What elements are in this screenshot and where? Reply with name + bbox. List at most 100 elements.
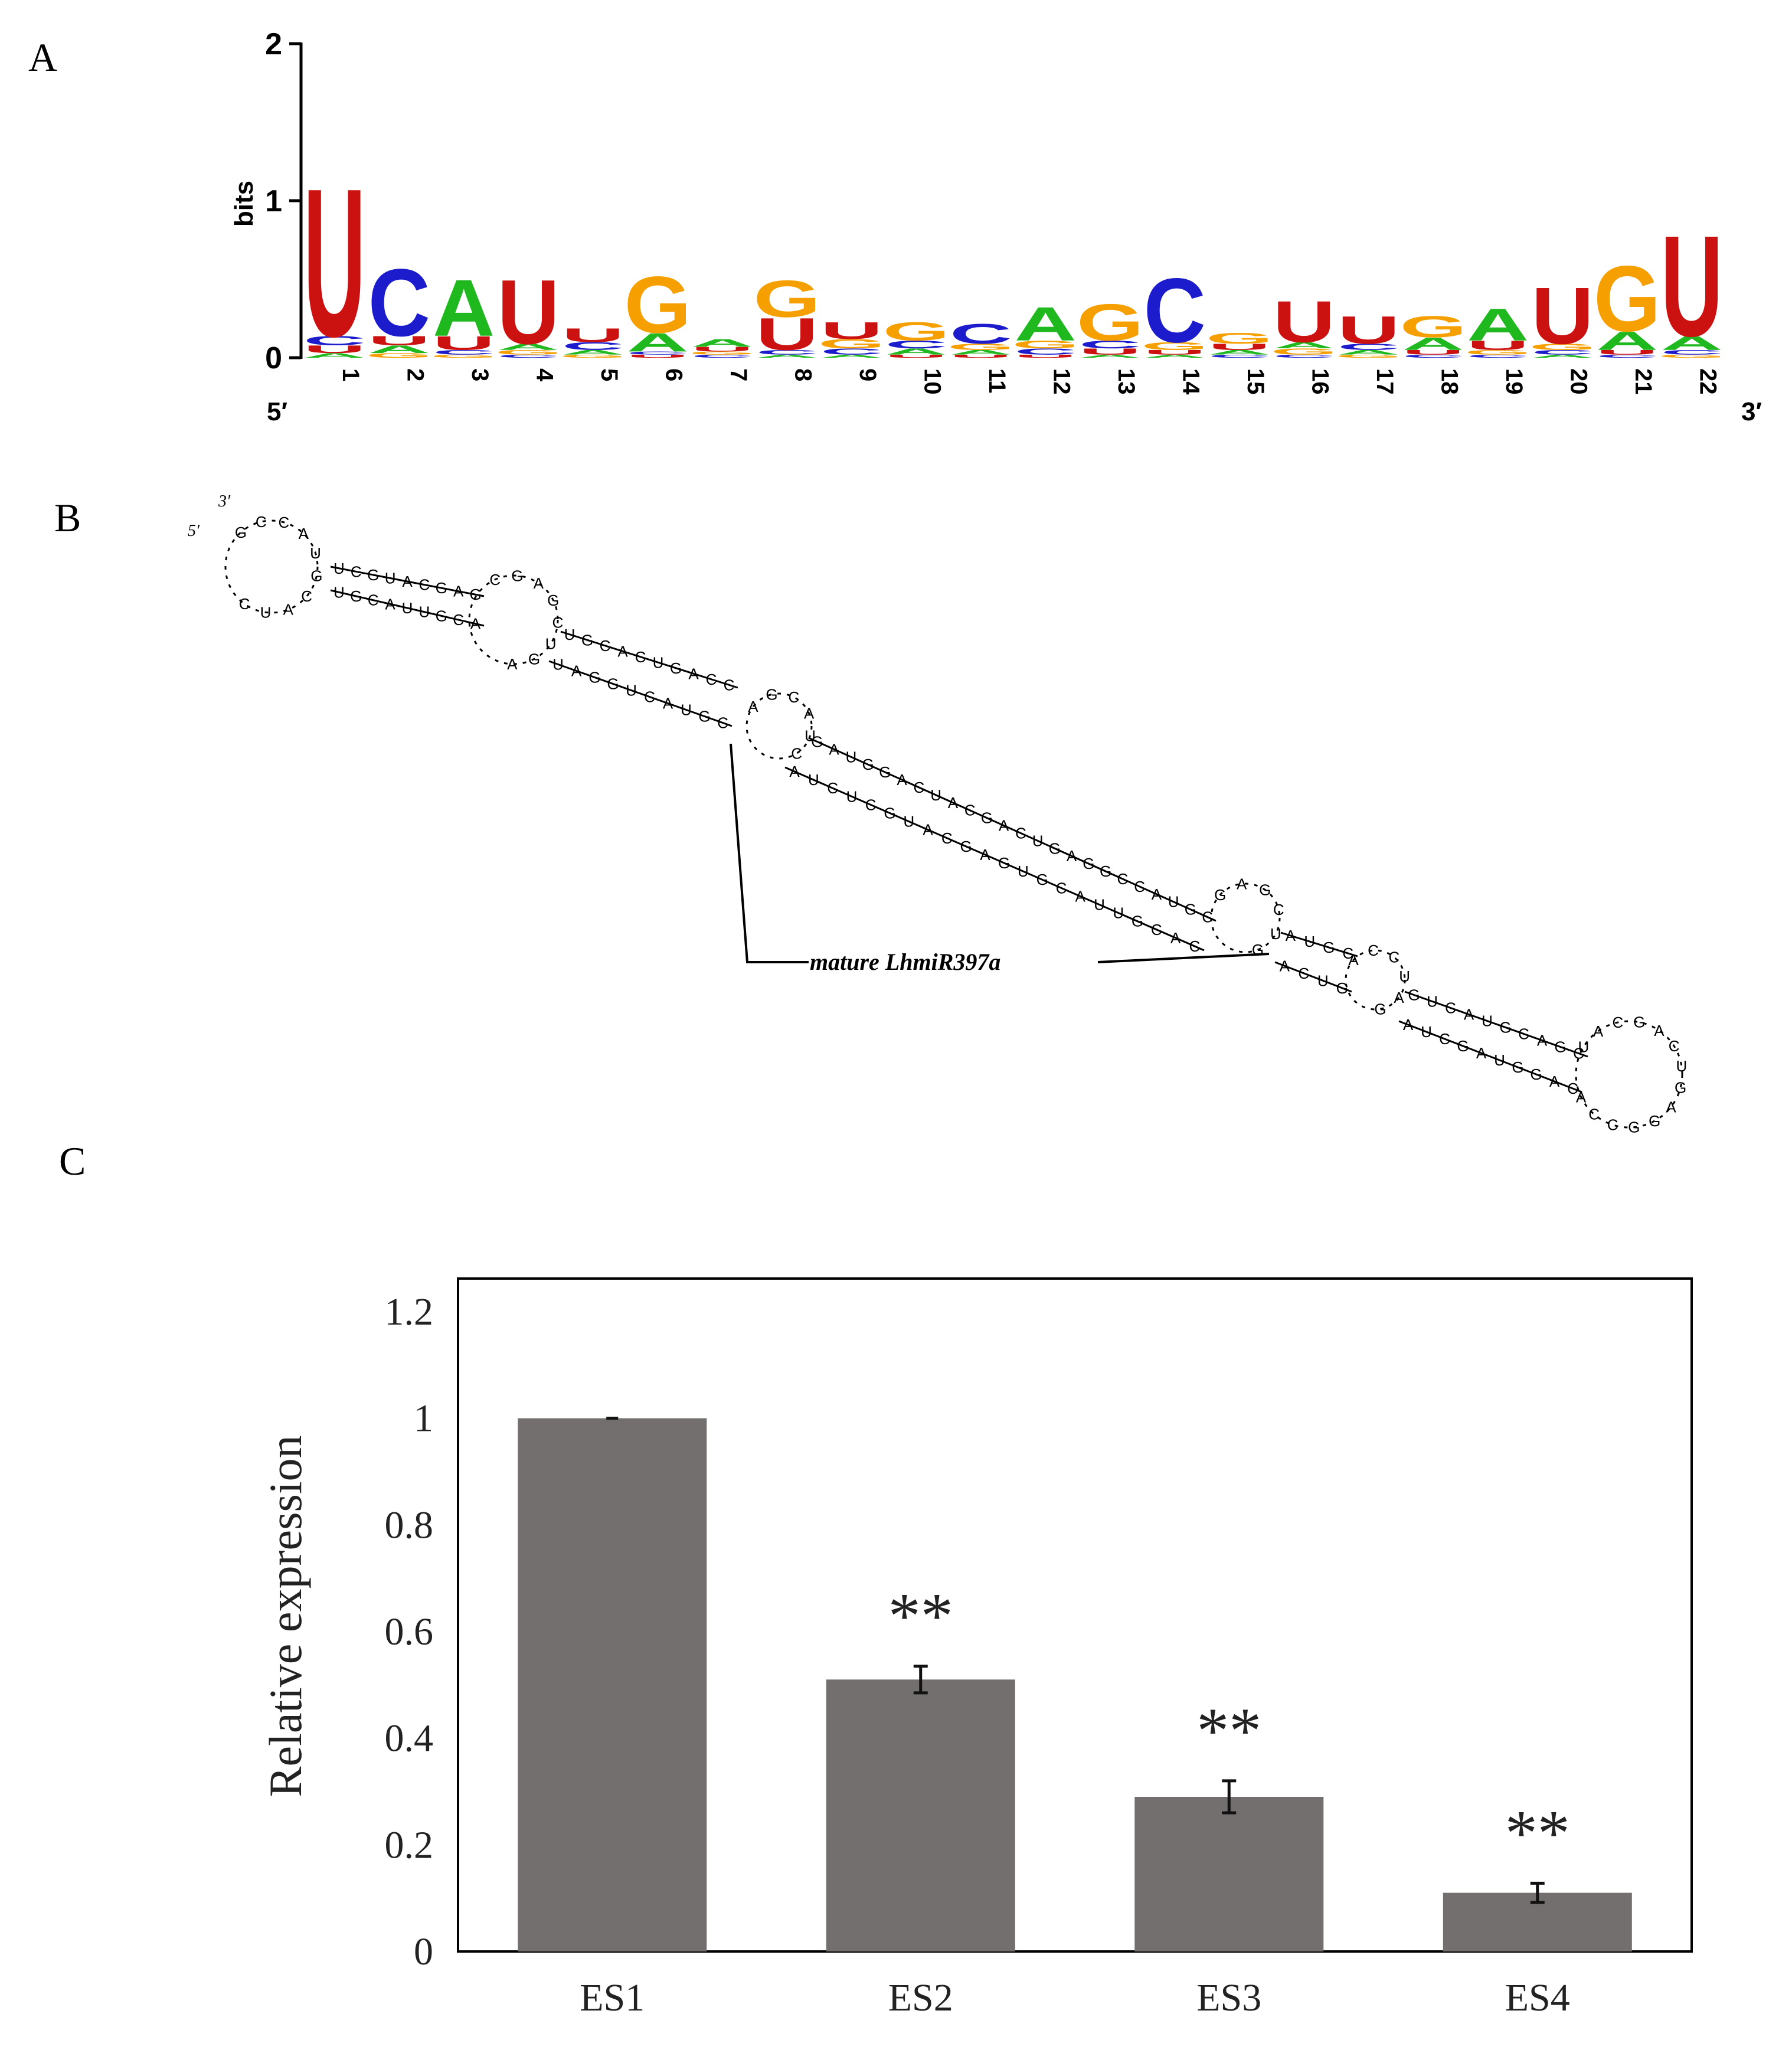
hairpin-backbone xyxy=(548,660,733,727)
hairpin-loop xyxy=(224,519,319,614)
logo-letter: A xyxy=(1015,298,1077,351)
hairpin-loop xyxy=(468,574,559,665)
logo-letter: U xyxy=(756,308,818,359)
hairpin-base: U xyxy=(1427,993,1438,1011)
logo-letter: C xyxy=(1532,349,1594,356)
logo-letter: C xyxy=(1402,354,1464,358)
hairpin-base: G xyxy=(1185,901,1196,918)
logo-letter: C xyxy=(1015,346,1077,357)
bar-x-tick-label: ES2 xyxy=(888,1976,953,2019)
hairpin-base: A xyxy=(534,574,544,592)
logo-letter: U xyxy=(1338,308,1399,352)
hairpin-base: U xyxy=(1032,832,1044,849)
hairpin-base: G xyxy=(588,669,600,686)
panel-label-c: C xyxy=(59,1139,86,1184)
hairpin-base: C xyxy=(717,714,728,732)
logo-letter: U xyxy=(1144,349,1206,356)
logo-letter: C xyxy=(885,339,947,351)
logo-letter: A xyxy=(885,346,947,357)
hairpin-base: A xyxy=(829,740,839,758)
logo-position-label: 17 xyxy=(1372,368,1398,395)
hairpin-base: U xyxy=(808,771,819,789)
hairpin-base: U xyxy=(1018,862,1029,880)
logo-letter: U xyxy=(368,334,430,348)
logo-letter: C xyxy=(1208,354,1270,358)
bar-marks: ES1 ** ES2 ** ES3 ** ES4 xyxy=(518,1417,1632,2019)
logo-letter: U xyxy=(303,144,365,381)
hairpin-base: C xyxy=(489,571,501,589)
hairpin-base: G xyxy=(511,567,523,584)
logo-letter: C xyxy=(433,349,495,356)
hairpin-base: G xyxy=(581,631,593,649)
bar-y-tick-label: 0.6 xyxy=(385,1610,434,1653)
logo-position-label: 14 xyxy=(1178,368,1204,395)
hairpin-base: C xyxy=(1015,825,1026,842)
hairpin-base: G xyxy=(1252,941,1264,959)
bar-y-axis-label: Relative expression xyxy=(260,1436,311,1797)
hairpin-strands xyxy=(224,519,1683,1129)
logo-letter: G xyxy=(1077,293,1144,352)
logo-letter: A xyxy=(498,342,560,352)
hairpin-base: G xyxy=(1049,839,1061,857)
logo-letter: A xyxy=(303,352,365,359)
hairpin-base: U xyxy=(310,544,321,562)
hairpin-base: U xyxy=(1676,1057,1688,1075)
hairpin-backbone xyxy=(1398,1020,1582,1093)
hairpin-base: U xyxy=(385,569,396,587)
hairpin-base: G xyxy=(1036,871,1048,888)
hairpin-base: U xyxy=(1399,967,1410,985)
logo-position-labels: 1 2 3 4 5 6 7 8 9 10 11 12 13 14 15 16 17 18 19 20 21 22 xyxy=(338,368,1721,395)
logo-letter: U xyxy=(562,325,624,346)
logo-letter: G xyxy=(1399,310,1467,344)
hairpin-base: A xyxy=(980,846,990,864)
logo-letter: U xyxy=(1532,270,1594,361)
hairpin-base: C xyxy=(724,676,735,694)
hairpin-base: A xyxy=(1654,1022,1665,1039)
hairpin-base: C xyxy=(1368,941,1379,959)
logo-letter: A xyxy=(820,354,882,358)
logo-position-label: 16 xyxy=(1307,368,1333,395)
hairpin-base: C xyxy=(1567,1080,1578,1097)
hairpin-base: G xyxy=(1336,979,1348,997)
hairpin-loop xyxy=(1345,949,1406,1011)
logo-letter: C xyxy=(1079,339,1141,351)
hairpin-base: A xyxy=(789,763,800,780)
hairpin-base: A xyxy=(1075,887,1086,905)
logo-letter: U xyxy=(1015,354,1077,358)
logo-letter: G xyxy=(818,336,885,351)
hairpin-base: U xyxy=(903,813,914,831)
hairpin-base: G xyxy=(310,567,322,585)
hairpin-base: A xyxy=(1286,927,1296,944)
logo-letter: U xyxy=(1208,342,1270,352)
hairpin-base: C xyxy=(256,513,267,531)
hairpin-backbone xyxy=(784,766,1205,952)
hairpin-base: U xyxy=(1578,1038,1590,1056)
logo-letter: U xyxy=(498,261,560,363)
significance-marker: ** xyxy=(888,1580,953,1652)
hairpin-backbone xyxy=(808,737,1217,922)
hairpin-base: A xyxy=(617,642,628,660)
logo-letter: G xyxy=(1594,247,1661,351)
bar-es2 xyxy=(826,1679,1015,1951)
hairpin-base: U xyxy=(260,603,272,621)
significance-marker: ** xyxy=(1196,1695,1261,1767)
bar-y-axis: 0 0.2 0.4 0.6 0.8 1 1.2 xyxy=(385,1290,434,1973)
hairpin-base: U xyxy=(333,560,345,577)
hairpin-backbone xyxy=(560,630,738,689)
hairpin-base: U xyxy=(681,701,692,719)
logo-letter: U xyxy=(433,332,495,354)
hairpin-base: C xyxy=(419,576,430,594)
hairpin-three-prime-label: 3′ xyxy=(218,492,231,511)
logo-position-label: 7 xyxy=(725,368,751,381)
hairpin-base: G xyxy=(1408,986,1420,1004)
logo-letter: C xyxy=(498,354,560,358)
hairpin-base: A xyxy=(470,615,481,633)
logo-letter: G xyxy=(1206,330,1273,347)
hairpin-base: U xyxy=(419,603,430,621)
logo-letter: G xyxy=(882,316,950,346)
hairpin-base: G xyxy=(436,607,447,625)
logo-letter: A xyxy=(368,344,430,356)
logo-letter: A xyxy=(1338,349,1399,356)
hairpin-base: G xyxy=(1675,1079,1686,1097)
